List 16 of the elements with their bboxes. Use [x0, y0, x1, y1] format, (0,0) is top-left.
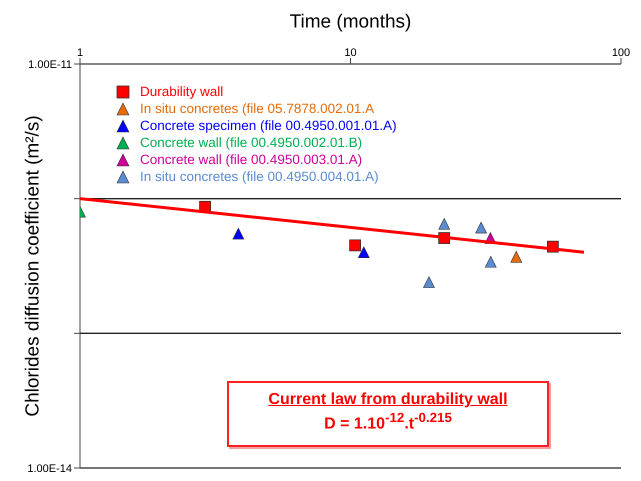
legend-label: Concrete specimen (file 00.4950.001.01.A) — [140, 118, 397, 133]
annotation-box: Current law from durability wall D = 1.10$^{-12}$.t$^{-0.215}$ — [227, 381, 549, 448]
x-tick-label: 1 — [76, 47, 84, 59]
y-axis-title: Chlorides diffusion coefficient (m²/s) — [22, 115, 44, 417]
x-tick-label: 10 — [344, 47, 357, 59]
legend-label: Durability wall — [140, 84, 224, 99]
legend-label: Concrete wall (file 00.4950.002.01.B) — [140, 135, 362, 150]
y-tick-label: 1.00E-14 — [27, 462, 72, 475]
x-axis-title: Time (months) — [290, 11, 412, 32]
annotation: Current law from durability wall — [267, 391, 509, 409]
x-tick-label: 100 — [612, 47, 630, 59]
legend-label: Concrete wall (file 00.4950.003.01.A) — [140, 152, 362, 167]
y-tick-label: 1.00E-11 — [28, 58, 72, 71]
annotation: D = 1.10$^{-12}$.t$^{-0.215}$ — [323, 409, 453, 434]
legend-label: In situ concretes (file 05.7878.002.01.A — [140, 101, 374, 116]
legend-label: In situ concretes (file 00.4950.004.01.A) — [140, 169, 379, 184]
